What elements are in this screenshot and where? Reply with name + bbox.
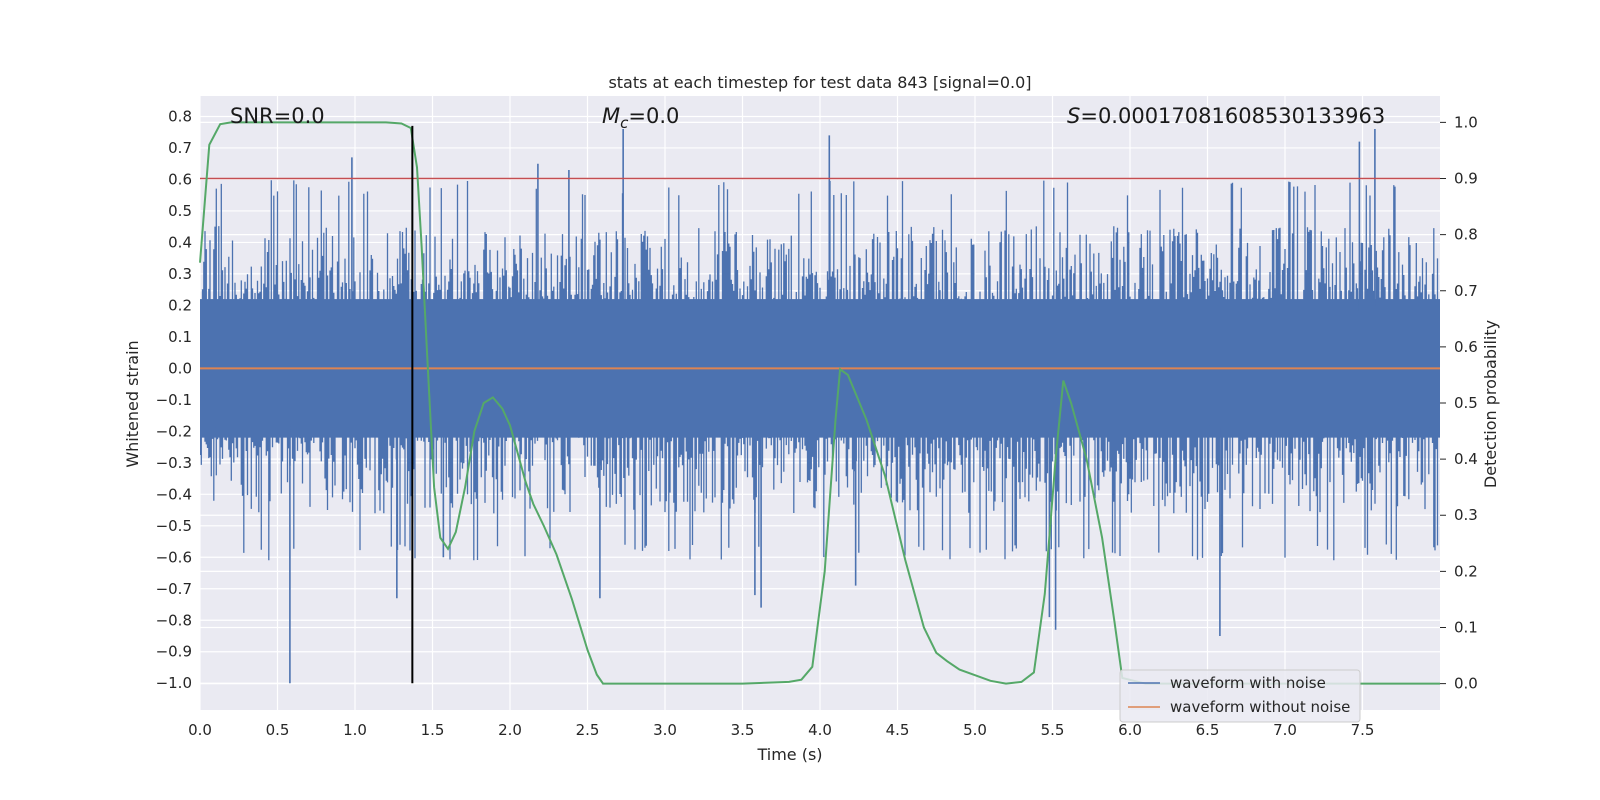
y-tick-label: 0.2 — [168, 296, 192, 314]
y-tick-label: 0.5 — [168, 202, 192, 220]
x-tick-label: 1.0 — [343, 721, 367, 739]
y-tick-label: −0.2 — [156, 422, 192, 440]
x-tick-label: 4.0 — [808, 721, 832, 739]
chirp-mass-subscript: c — [620, 114, 629, 132]
x-tick-label: 2.5 — [576, 721, 600, 739]
y2-tick-label: 0.4 — [1454, 450, 1478, 468]
legend-box — [1119, 669, 1361, 723]
x-tick-label: 2.0 — [498, 721, 522, 739]
y2-tick-label: 0.3 — [1454, 506, 1478, 524]
x-tick-label: 5.5 — [1041, 721, 1065, 739]
y2-tick-label: 1.0 — [1454, 113, 1478, 131]
y-tick-label: 0.8 — [168, 107, 192, 125]
y-tick-label: −0.5 — [156, 517, 192, 535]
tick-labels: 0.0 0.5 1.0 1.5 2.0 2.5 3.0 3.5 4.0 4.5 5.0 5.5 6.0 6… — [156, 107, 1478, 739]
y-tick-label: 0.4 — [168, 233, 192, 251]
x-tick-label: 5.0 — [963, 721, 987, 739]
score-value: =0.0001708160853013396​3 — [1080, 104, 1385, 128]
snr-annotation: SNR=0.0 — [230, 104, 325, 128]
chirp-mass-annotation: Mc=0.0 — [602, 104, 679, 132]
y2-tick-label: 0.2 — [1454, 562, 1478, 580]
x-tick-label: 6.5 — [1196, 721, 1220, 739]
y-tick-label: 0.7 — [168, 139, 192, 157]
x-tick-label: 4.5 — [886, 721, 910, 739]
legend-entry-noise: waveform with noise — [1170, 674, 1326, 692]
score-annotation: S=0.0001708160853013396​3 — [1067, 104, 1385, 128]
y-tick-label: −0.7 — [156, 580, 192, 598]
y-tick-label: −0.3 — [156, 454, 192, 472]
x-tick-label: 6.0 — [1118, 721, 1142, 739]
y2-tick-label: 0.6 — [1454, 338, 1478, 356]
chart-title: stats at each timestep for test data 843… — [608, 73, 1031, 92]
y-tick-label: 0.3 — [168, 265, 192, 283]
y2-tick-label: 0.1 — [1454, 618, 1478, 636]
legend: waveform with noise waveform without noi… — [1119, 669, 1361, 723]
y-tick-label: −0.6 — [156, 548, 192, 566]
chirp-mass-symbol: M — [602, 104, 620, 128]
y-tick-label: −0.9 — [156, 643, 192, 661]
x-tick-label: 7.5 — [1351, 721, 1375, 739]
x-tick-label: 1.5 — [421, 721, 445, 739]
detection-probability-line — [199, 121, 1440, 685]
y2-tick-label: 0.9 — [1454, 170, 1478, 188]
x-tick-label: 0.0 — [188, 721, 212, 739]
chirp-mass-value: =0.0 — [628, 104, 679, 128]
y-tick-label: −1.0 — [156, 674, 192, 692]
y-tick-label: 0.1 — [168, 328, 192, 346]
y-tick-label: −0.1 — [156, 391, 192, 409]
x-axis-label: Time (s) — [756, 745, 822, 764]
y-axis-label: Whitened strain — [123, 340, 142, 467]
y-tick-label: 0.6 — [168, 170, 192, 188]
x-tick-label: 7.0 — [1273, 721, 1297, 739]
score-symbol: S — [1067, 104, 1080, 128]
y2-tick-label: 0.5 — [1454, 394, 1478, 412]
legend-entry-clean: waveform without noise — [1170, 698, 1350, 716]
y2-tick-label: 0.0 — [1454, 675, 1478, 693]
noise-waveform — [200, 180, 1440, 561]
x-tick-label: 3.0 — [653, 721, 677, 739]
x-tick-label: 3.5 — [731, 721, 755, 739]
y2-axis-label: Detection probability — [1481, 320, 1500, 488]
y-tick-label: −0.4 — [156, 485, 192, 503]
y2-tick-label: 0.8 — [1454, 226, 1478, 244]
y2-tick-label: 0.7 — [1454, 282, 1478, 300]
x-tick-label: 0.5 — [266, 721, 290, 739]
line-series — [199, 121, 1440, 685]
y-tick-label: 0.0 — [168, 359, 192, 377]
y-tick-label: −0.8 — [156, 611, 192, 629]
